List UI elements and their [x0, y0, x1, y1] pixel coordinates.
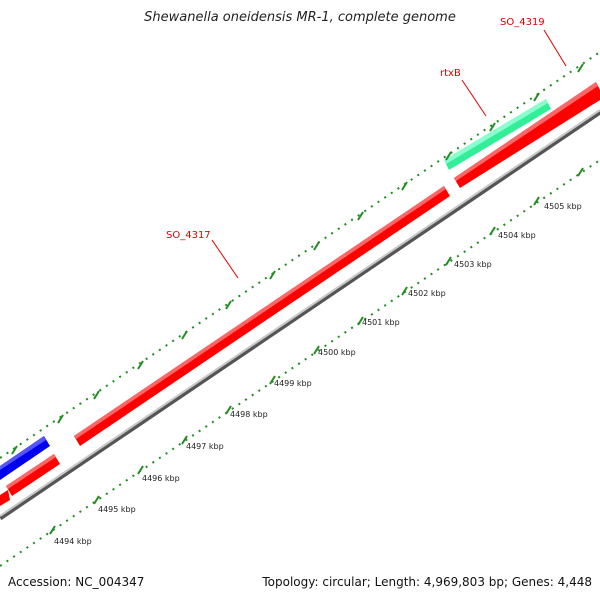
gene-feature-so4317[interactable]	[74, 186, 450, 446]
genome-backbone	[0, 109, 600, 521]
kbp-label: 4502 kbp	[408, 289, 446, 298]
kbp-label: 4495 kbp	[98, 505, 136, 514]
gene-label-text: SO_4317	[166, 230, 211, 241]
kbp-label: 4497 kbp	[186, 442, 224, 451]
gene-label-text: SO_4319	[500, 17, 545, 28]
kbp-label: 4500 kbp	[318, 348, 356, 357]
kbp-label: 4499 kbp	[274, 379, 312, 388]
upper-tick-track	[0, 51, 600, 459]
gene-feature-rtxB[interactable]	[444, 99, 551, 170]
kbp-label: 4505 kbp	[544, 202, 582, 211]
gene-feature-blue[interactable]	[0, 436, 50, 480]
kbp-label: 4496 kbp	[142, 474, 180, 483]
kbp-label: 4504 kbp	[498, 231, 536, 240]
kbp-label: 4503 kbp	[454, 260, 492, 269]
gene-label-text: rtxB	[440, 68, 461, 79]
kbp-label: 4498 kbp	[230, 410, 268, 419]
gene-labels: SO_4319 rtxB SO_4317	[166, 17, 567, 279]
gene-label-rtxb[interactable]: rtxB	[440, 68, 487, 117]
kbp-label: 4494 kbp	[54, 537, 92, 546]
kbp-label: 4501 kbp	[362, 318, 400, 327]
lower-tick-track	[0, 159, 600, 567]
gene-label-so4317[interactable]: SO_4317	[166, 230, 239, 279]
accession-text: Accession: NC_004347	[8, 575, 145, 589]
reverse-strand-features	[0, 99, 551, 480]
gene-feature-so4318[interactable]	[454, 82, 600, 188]
gene-feature-left-2[interactable]	[0, 490, 10, 506]
gene-feature-left-1[interactable]	[6, 454, 60, 496]
forward-strand-features	[0, 82, 600, 506]
genome-summary-text: Topology: circular; Length: 4,969,803 bp…	[262, 575, 592, 589]
map-title: Shewanella oneidensis MR-1, complete gen…	[144, 10, 456, 25]
kbp-labels: 4494 kbp 4495 kbp 4496 kbp 4497 kbp 4498…	[54, 202, 582, 546]
gene-label-so4319[interactable]: SO_4319	[500, 17, 567, 67]
